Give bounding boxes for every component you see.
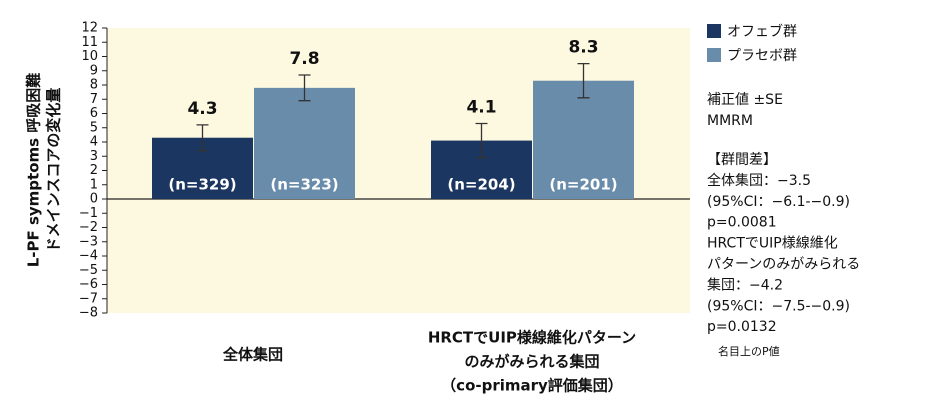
y-tick-label: −8 xyxy=(79,306,98,321)
note: 補正値 ±SE xyxy=(707,92,783,108)
x-tick-label: 全体集団 xyxy=(222,346,283,364)
legend-label: オフェブ群 xyxy=(727,23,797,40)
y-tick-label: −7 xyxy=(79,291,98,306)
note: (95%CI：−7.5-−0.9) xyxy=(707,298,850,314)
y-axis-label: L-PF symptoms 呼吸困難 xyxy=(25,73,43,268)
y-tick-label: −5 xyxy=(79,263,98,278)
value-label: 4.3 xyxy=(187,99,217,119)
y-tick-label: 10 xyxy=(81,49,98,64)
note: パターンのみがみられる xyxy=(707,257,860,273)
y-tick-label: 4 xyxy=(90,135,98,150)
legend-swatch xyxy=(707,24,721,38)
value-label: 7.8 xyxy=(289,49,319,69)
x-tick-label: （co-primary評価集団） xyxy=(441,377,623,395)
y-axis-label: ドメインスコアの変化量 xyxy=(45,88,63,253)
bar xyxy=(533,80,634,199)
y-tick-label: 11 xyxy=(81,35,98,50)
x-tick-label: のみがみられる集団 xyxy=(464,353,599,371)
note: 集団：−4.2 xyxy=(707,276,783,293)
legend-label: プラセボ群 xyxy=(727,48,797,64)
bar xyxy=(254,87,355,199)
y-tick-label: 9 xyxy=(90,63,98,78)
note: MMRM xyxy=(707,113,753,129)
error-bar xyxy=(196,124,209,152)
y-tick-label: 8 xyxy=(90,78,98,93)
x-tick-label: HRCTでUIP様線維化パターン xyxy=(428,329,636,347)
y-tick-label: −1 xyxy=(79,206,98,221)
y-tick-label: 0 xyxy=(90,192,98,207)
note: HRCTでUIP様線維化 xyxy=(707,236,838,252)
y-tick-label: −4 xyxy=(79,249,98,264)
footnote: 名目上のP値 xyxy=(718,344,780,358)
y-tick-label: −3 xyxy=(79,234,98,249)
y-tick-label: 5 xyxy=(90,120,98,135)
note: 【群間差】 xyxy=(707,152,777,168)
y-tick-label: 1 xyxy=(90,177,98,192)
y-tick-label: 2 xyxy=(90,163,98,178)
value-label: 4.1 xyxy=(466,97,496,117)
n-label: (n=323) xyxy=(270,176,338,194)
y-tick-label: −6 xyxy=(79,277,98,292)
n-label: (n=204) xyxy=(447,176,515,194)
note: p=0.0132 xyxy=(707,319,777,335)
n-label: (n=201) xyxy=(549,176,617,194)
note: 全体集団：−3.5 xyxy=(707,172,811,189)
error-bar xyxy=(298,74,311,102)
error-bar xyxy=(577,62,590,99)
y-tick-label: 12 xyxy=(81,21,98,36)
y-tick-label: 7 xyxy=(90,92,98,107)
y-tick-label: −2 xyxy=(79,220,98,235)
y-tick-label: 6 xyxy=(90,106,98,121)
legend-swatch xyxy=(707,48,721,62)
value-label: 8.3 xyxy=(568,38,598,58)
n-label: (n=329) xyxy=(168,176,236,194)
error-bar xyxy=(475,122,488,159)
y-tick-label: 3 xyxy=(90,149,98,164)
note: (95%CI：−6.1-−0.9) xyxy=(707,194,850,210)
note: p=0.0081 xyxy=(707,215,777,231)
